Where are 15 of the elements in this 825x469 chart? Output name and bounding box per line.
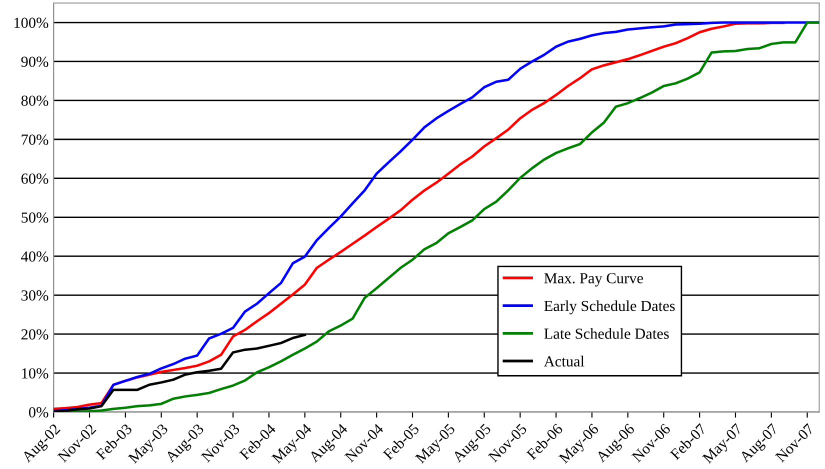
y-tick-label: 40%: [21, 251, 48, 262]
legend-label: Early Schedule Dates: [544, 300, 675, 314]
y-tick-label: 50%: [22, 212, 48, 223]
y-tick-label: 100%: [14, 18, 48, 28]
y-tick-label: 60%: [21, 173, 48, 184]
y-tick-label: 80%: [21, 96, 48, 106]
legend-label: Max. Pay Curve: [544, 273, 643, 286]
y-tick-label: 70%: [22, 134, 48, 145]
legend-label: Late Schedule Dates: [544, 328, 669, 339]
y-tick-label: 20%: [21, 329, 48, 340]
y-tick-label: 0%: [28, 407, 48, 418]
y-tick-label: 90%: [21, 56, 48, 67]
y-tick-label: 10%: [22, 368, 48, 379]
legend-label: Actual: [544, 356, 584, 367]
y-tick-label: 30%: [21, 290, 48, 301]
